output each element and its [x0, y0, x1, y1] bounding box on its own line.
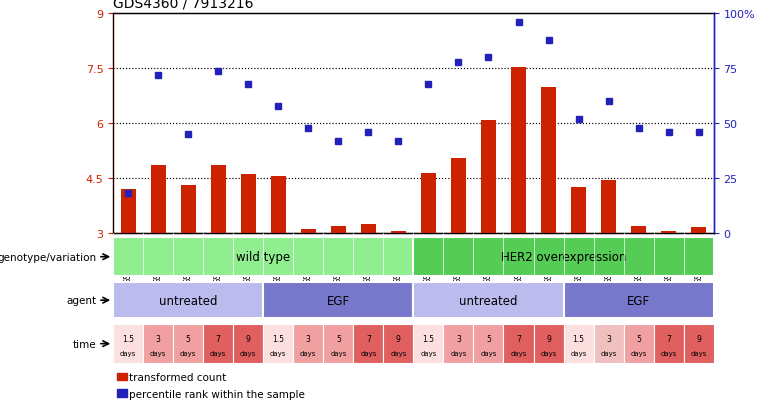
Text: days: days: [661, 350, 677, 356]
Text: days: days: [420, 350, 437, 356]
Bar: [563, 324, 594, 363]
Text: GDS4360 / 7913216: GDS4360 / 7913216: [113, 0, 254, 10]
Bar: [293, 324, 324, 363]
Bar: [661, 232, 676, 233]
Text: untreated: untreated: [159, 294, 218, 307]
Text: HER2 overexpression: HER2 overexpression: [501, 251, 626, 263]
Bar: [534, 324, 563, 363]
Text: 9: 9: [246, 334, 250, 343]
Bar: [271, 177, 285, 233]
Bar: [113, 283, 264, 318]
Text: 7: 7: [366, 334, 370, 343]
Text: 3: 3: [456, 334, 461, 343]
Bar: [384, 324, 413, 363]
Bar: [323, 324, 353, 363]
Text: untreated: untreated: [459, 294, 518, 307]
Text: 3: 3: [606, 334, 611, 343]
Text: 9: 9: [697, 334, 701, 343]
Text: time: time: [73, 339, 97, 349]
Bar: [683, 324, 714, 363]
Bar: [233, 324, 264, 363]
Bar: [631, 226, 646, 233]
Text: 5: 5: [486, 334, 491, 343]
Bar: [451, 159, 466, 233]
Bar: [413, 324, 444, 363]
Text: days: days: [360, 350, 377, 356]
Text: days: days: [480, 350, 497, 356]
Bar: [173, 324, 203, 363]
Bar: [353, 324, 384, 363]
Text: 7: 7: [216, 334, 221, 343]
Text: days: days: [570, 350, 587, 356]
Bar: [301, 230, 316, 233]
Text: 5: 5: [636, 334, 641, 343]
Text: days: days: [270, 350, 286, 356]
Text: days: days: [330, 350, 346, 356]
Bar: [624, 324, 654, 363]
Bar: [113, 324, 144, 363]
Bar: [413, 237, 714, 277]
Bar: [563, 283, 714, 318]
Bar: [504, 324, 534, 363]
Bar: [203, 324, 233, 363]
Text: 1.5: 1.5: [573, 334, 584, 343]
Text: days: days: [150, 350, 166, 356]
Text: 1.5: 1.5: [423, 334, 434, 343]
Text: EGF: EGF: [627, 294, 651, 307]
Bar: [691, 228, 706, 233]
Text: days: days: [120, 350, 136, 356]
Text: days: days: [240, 350, 257, 356]
Text: 1.5: 1.5: [272, 334, 284, 343]
Text: transformed count: transformed count: [129, 372, 227, 382]
Bar: [421, 173, 436, 233]
Bar: [331, 226, 346, 233]
Text: days: days: [210, 350, 226, 356]
Bar: [361, 224, 376, 233]
Bar: [541, 88, 556, 233]
Text: days: days: [541, 350, 557, 356]
Bar: [594, 324, 624, 363]
Bar: [601, 180, 616, 233]
Bar: [211, 166, 225, 233]
Bar: [151, 166, 165, 233]
Bar: [391, 232, 406, 233]
Bar: [654, 324, 683, 363]
Text: 3: 3: [156, 334, 161, 343]
Text: 5: 5: [186, 334, 190, 343]
Bar: [473, 324, 504, 363]
Text: 5: 5: [336, 334, 341, 343]
Text: 3: 3: [306, 334, 310, 343]
Text: EGF: EGF: [327, 294, 350, 307]
Text: genotype/variation: genotype/variation: [0, 252, 97, 262]
Bar: [443, 324, 473, 363]
Text: 7: 7: [516, 334, 521, 343]
Text: days: days: [601, 350, 617, 356]
Bar: [571, 188, 586, 233]
Bar: [264, 324, 293, 363]
Text: 7: 7: [666, 334, 671, 343]
Bar: [181, 186, 196, 233]
Bar: [241, 175, 256, 233]
Text: 9: 9: [396, 334, 401, 343]
Text: wild type: wild type: [236, 251, 290, 263]
Text: days: days: [390, 350, 406, 356]
Text: 1.5: 1.5: [122, 334, 134, 343]
Bar: [264, 283, 413, 318]
Text: days: days: [450, 350, 466, 356]
Bar: [113, 237, 413, 277]
Bar: [413, 283, 564, 318]
Text: days: days: [690, 350, 707, 356]
Bar: [481, 120, 496, 233]
Text: days: days: [180, 350, 197, 356]
Text: 9: 9: [546, 334, 551, 343]
Bar: [121, 190, 136, 233]
Text: percentile rank within the sample: percentile rank within the sample: [129, 389, 305, 399]
Bar: [144, 324, 173, 363]
Text: days: days: [300, 350, 317, 356]
Text: agent: agent: [66, 295, 97, 306]
Text: days: days: [630, 350, 647, 356]
Bar: [511, 67, 526, 233]
Text: days: days: [510, 350, 526, 356]
